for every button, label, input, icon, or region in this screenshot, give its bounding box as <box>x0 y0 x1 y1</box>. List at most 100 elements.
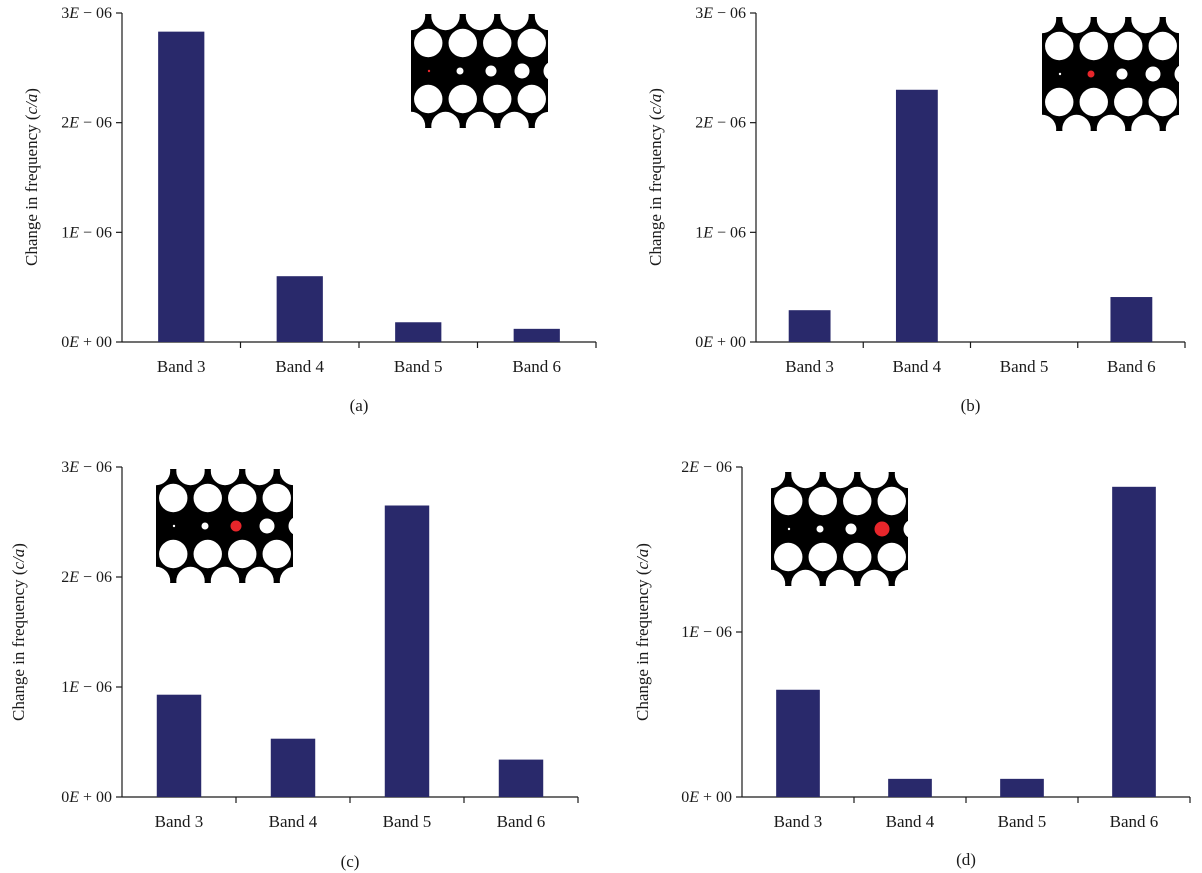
crystal-hole <box>448 28 477 58</box>
chart-panel-a: 0E + 00 1E − 06 2E − 06 3E − 06 Band 3 Band 4… <box>22 2 597 415</box>
highlighted-defect-hole <box>1087 70 1095 78</box>
bar-band-6 <box>1112 486 1156 797</box>
y-tick-label: 3E − 06 <box>61 5 112 22</box>
defect-hole <box>485 65 497 77</box>
x-tick-label: Band 3 <box>157 357 206 376</box>
defect-hole <box>1145 66 1161 82</box>
crystal-hole <box>929 570 957 598</box>
crystal-hole <box>1114 87 1143 117</box>
crystal-hole <box>314 457 342 485</box>
crystal-hole <box>912 543 940 571</box>
crystal-hole <box>534 14 548 31</box>
crystal-hole <box>912 487 940 515</box>
defect-hole <box>1174 65 1179 83</box>
y-axis-label: Change in frequency (c/a) <box>646 88 665 266</box>
crystal-hole <box>1042 114 1057 131</box>
highlighted-defect-hole <box>427 69 431 73</box>
crystal-hole <box>1079 87 1108 117</box>
crystal-hole <box>125 484 153 512</box>
bar-band-6 <box>498 759 544 797</box>
crystal-hole <box>297 484 325 512</box>
crystal-hole <box>1096 17 1126 34</box>
y-tick-label: 2E − 06 <box>695 115 746 132</box>
defect-hole <box>201 522 209 530</box>
crystal-hole <box>569 2 597 30</box>
defect-hole <box>172 524 176 528</box>
crystal-hole <box>156 566 171 583</box>
crystal-hole <box>1011 32 1039 60</box>
x-tick-label: Band 5 <box>383 812 432 831</box>
defect-hole <box>514 63 530 79</box>
x-tick-label: Band 5 <box>1000 357 1049 376</box>
crystal-hole <box>1096 114 1126 131</box>
crystal-inset-image <box>411 2 597 140</box>
x-tick-label: Band 6 <box>1107 357 1156 376</box>
bar-band-6 <box>513 328 560 342</box>
crystal-hole <box>1062 114 1091 131</box>
crystal-hole <box>1131 114 1160 131</box>
crystal-hole <box>314 567 342 595</box>
crystal-hole <box>1165 114 1179 131</box>
crystal-hole <box>569 112 597 140</box>
y-tick-label: 0E + 00 <box>695 334 746 351</box>
crystal-hole <box>448 84 477 114</box>
x-tick-label: Band 3 <box>155 812 204 831</box>
crystal-hole <box>1045 87 1074 117</box>
y-tick-label: 3E − 06 <box>61 459 112 476</box>
bar-band-3 <box>776 689 820 797</box>
crystal-hole <box>894 569 908 586</box>
crystal-hole <box>465 14 495 31</box>
crystal-hole <box>552 85 580 113</box>
y-axis-label: Change in frequency (c/a) <box>9 543 28 721</box>
bar-band-3 <box>158 31 205 342</box>
crystal-hole <box>860 472 889 489</box>
crystal-hole <box>825 472 855 489</box>
crystal-hole <box>774 542 803 572</box>
y-tick-label: 1E − 06 <box>61 679 112 696</box>
y-tick-label: 3E − 06 <box>695 5 746 22</box>
crystal-hole <box>947 543 975 571</box>
x-tick-label: Band 5 <box>394 357 443 376</box>
crystal-hole <box>156 469 171 486</box>
crystal-inset-image <box>771 472 975 598</box>
bar-band-6 <box>1110 297 1153 342</box>
crystal-hole <box>159 483 188 513</box>
crystal-hole <box>176 566 205 583</box>
y-axis-label: Change in frequency (c/a) <box>633 543 652 721</box>
crystal-hole <box>534 111 548 128</box>
bar-band-4 <box>895 89 938 343</box>
crystal-hole <box>176 469 205 486</box>
crystal-inset-image <box>125 457 342 595</box>
x-tick-label: Band 3 <box>774 812 823 831</box>
x-tick-label: Band 5 <box>998 812 1047 831</box>
crystal-hole <box>1165 17 1179 34</box>
crystal-hole <box>1183 32 1202 60</box>
defect-hole <box>816 525 824 533</box>
crystal-hole <box>843 486 872 516</box>
crystal-hole <box>279 566 293 583</box>
defect-hole <box>1058 72 1062 76</box>
chart-panel-d: 0E + 00 1E − 06 2E − 06 Band 3 Band 4 Band 5 B… <box>633 459 1191 869</box>
x-tick-label: Band 6 <box>1110 812 1159 831</box>
crystal-hole <box>414 28 443 58</box>
crystal-hole <box>993 5 1021 33</box>
x-tick-label: Band 6 <box>512 357 561 376</box>
bar-band-5 <box>395 322 442 342</box>
crystal-hole <box>552 29 580 57</box>
crystal-hole <box>1148 87 1177 117</box>
crystal-hole <box>825 569 855 586</box>
chart-panel-c: 0E + 00 1E − 06 2E − 06 3E − 06 Band 3 Band 4… <box>9 457 579 871</box>
bar-band-5 <box>384 505 430 797</box>
crystal-hole <box>262 483 291 513</box>
crystal-hole <box>894 472 908 489</box>
bar-band-4 <box>888 778 932 797</box>
x-tick-label: Band 4 <box>893 357 942 376</box>
crystal-hole <box>228 539 257 569</box>
crystal-hole <box>1114 31 1143 61</box>
crystal-hole <box>465 111 495 128</box>
crystal-hole <box>159 539 188 569</box>
crystal-hole <box>1042 17 1057 34</box>
defect-hole <box>543 62 548 80</box>
crystal-hole <box>500 111 529 128</box>
